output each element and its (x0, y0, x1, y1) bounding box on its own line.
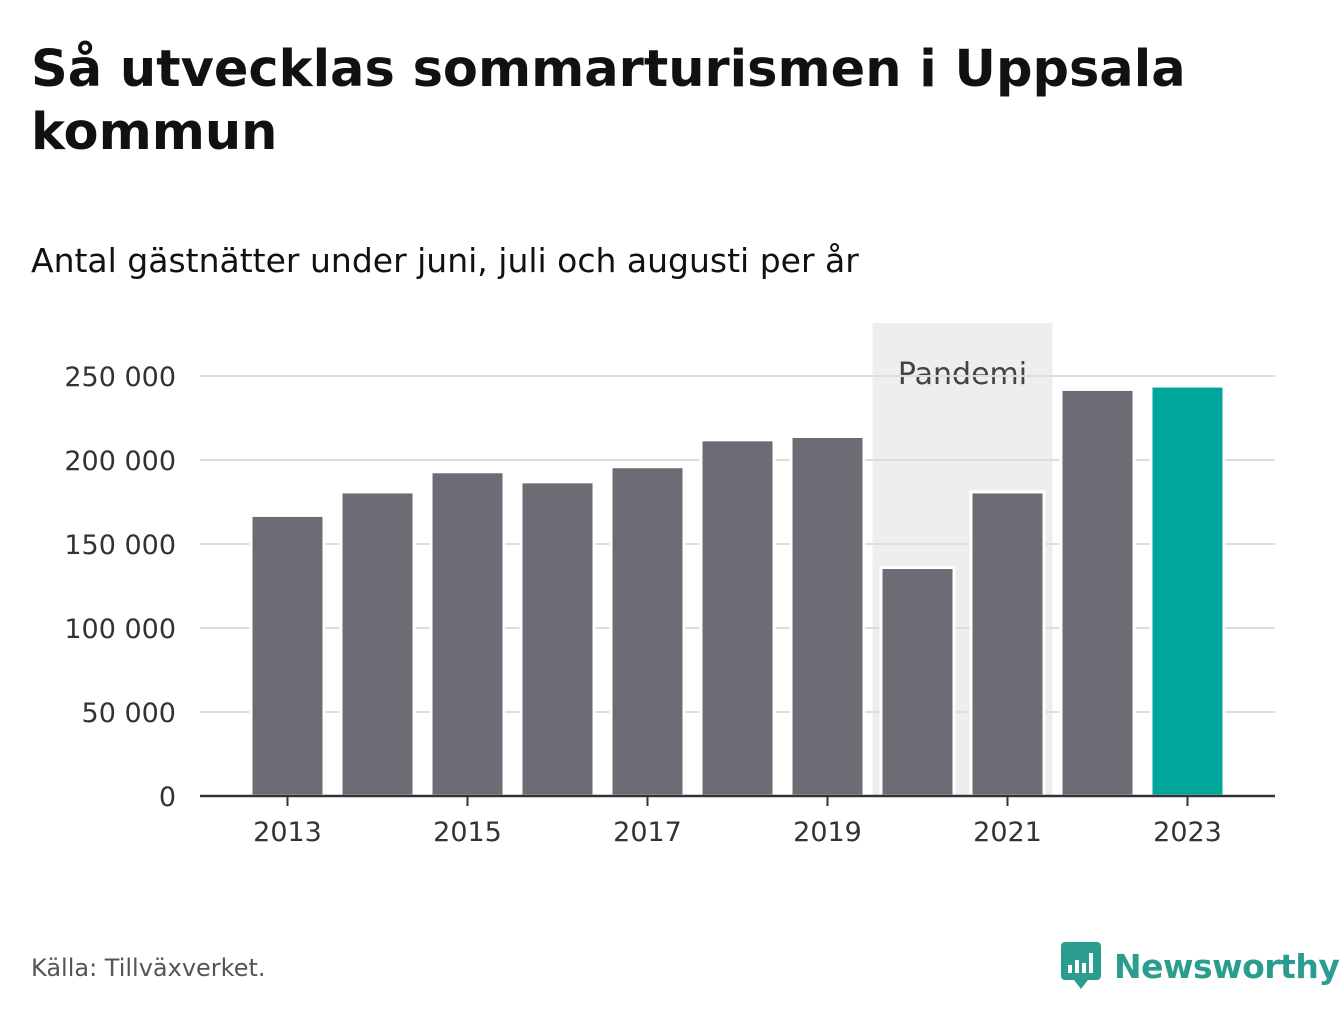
chart-title: Så utvecklas sommarturismen i Uppsala ko… (31, 40, 1186, 162)
chart-subtitle: Antal gästnätter under juni, juli och au… (31, 241, 859, 280)
y-tick-label: 0 (159, 782, 176, 813)
bar-2018 (699, 438, 776, 798)
x-tick-label: 2013 (253, 817, 322, 848)
bar-2016 (519, 480, 596, 798)
y-tick-label: 50 000 (82, 698, 176, 729)
brand-name: Newsworthy (1114, 946, 1340, 986)
newsworthy-logo-icon (1061, 942, 1101, 989)
x-tick-label: 2017 (613, 817, 682, 848)
y-tick-label: 100 000 (64, 614, 176, 645)
x-tick-label: 2019 (793, 817, 862, 848)
source-note: Källa: Tillväxverket. (31, 954, 266, 982)
bar-chart: Pandemi 0 50 000 100 000 150 000 200 000 250 … (64, 323, 1275, 848)
x-tick-label: 2023 (1153, 817, 1222, 848)
bar-2021 (969, 490, 1046, 798)
pandemic-label: Pandemi (898, 357, 1027, 392)
brand-logo: Newsworthy (1060, 940, 1340, 992)
bar-2022 (1059, 387, 1136, 798)
y-tick-label: 150 000 (64, 530, 176, 561)
y-tick-label: 250 000 (64, 362, 176, 393)
bar-2017 (609, 465, 686, 798)
bar-2014 (339, 490, 416, 798)
y-tick-label: 200 000 (64, 446, 176, 477)
x-tick-label: 2015 (433, 817, 502, 848)
bar-2013 (249, 513, 326, 798)
x-tick-label: 2021 (973, 817, 1042, 848)
bar-2023 (1149, 384, 1226, 798)
axes-group: 0 50 000 100 000 150 000 200 000 250 000 2013 2… (64, 362, 1275, 848)
bar-2019 (789, 434, 866, 798)
bars-group (249, 384, 1226, 798)
bar-2020 (879, 566, 956, 798)
bar-2015 (429, 470, 506, 798)
